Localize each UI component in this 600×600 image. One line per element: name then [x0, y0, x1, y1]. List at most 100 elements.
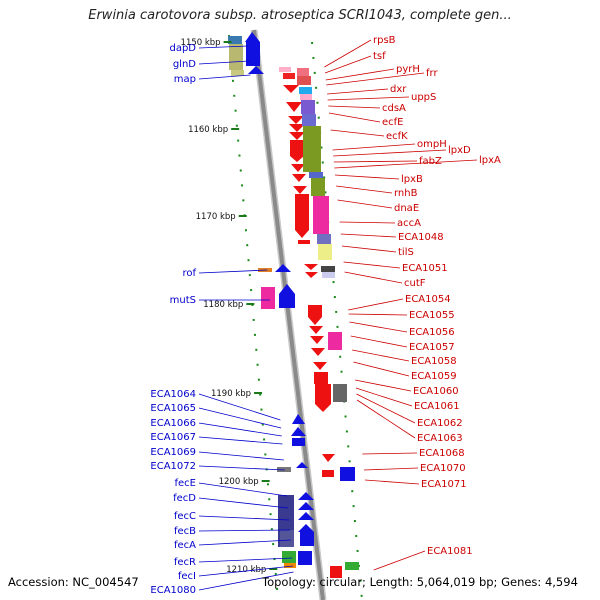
leader-line	[328, 112, 381, 123]
gene-label-fecB[interactable]: fecB	[174, 526, 196, 537]
gene-block-fecR	[282, 551, 296, 563]
gene-label-ECA1065[interactable]: ECA1065	[150, 403, 196, 414]
gene-block-ECA1056	[328, 332, 342, 350]
gene-label-fecI[interactable]: fecI	[178, 571, 196, 582]
gene-block-ECA1072	[277, 467, 291, 472]
gene-label-ECA1071[interactable]: ECA1071	[421, 479, 467, 490]
gene-label-ECA1056[interactable]: ECA1056	[409, 327, 455, 338]
gene-label-ECA1069[interactable]: ECA1069	[150, 447, 196, 458]
gene-label-fabZ[interactable]: fabZ	[419, 156, 442, 167]
gene-label-dxr[interactable]: dxr	[390, 84, 407, 95]
gene-label-dnaE[interactable]: dnaE	[394, 203, 419, 214]
gene-label-uppS[interactable]: uppS	[411, 92, 436, 103]
gene-label-map[interactable]: map	[174, 74, 196, 85]
tick-label: 1200 kbp	[219, 477, 259, 487]
gene-label-lpxD[interactable]: lpxD	[448, 145, 471, 156]
gene-label-rof[interactable]: rof	[182, 268, 196, 279]
gene-label-dapD[interactable]: dapD	[169, 43, 196, 54]
leader-line	[341, 245, 397, 253]
tick-label: 1170 kbp	[196, 212, 236, 222]
gene-label-tilS[interactable]: tilS	[398, 247, 414, 258]
gene-label-lpxB[interactable]: lpxB	[401, 174, 423, 185]
gene-label-ECA1061[interactable]: ECA1061	[414, 401, 460, 412]
leader-line	[352, 349, 410, 362]
gene-block-dxr	[299, 87, 312, 94]
gene-label-ECA1068[interactable]: ECA1068	[419, 448, 465, 459]
gene-label-ECA1067[interactable]: ECA1067	[150, 432, 196, 443]
leader-line	[198, 407, 282, 429]
gene-label-fecD[interactable]: fecD	[173, 493, 196, 504]
leader-line	[336, 185, 393, 194]
gene-label-ECA1058[interactable]: ECA1058	[411, 356, 457, 367]
gene-label-ecfK[interactable]: ecfK	[386, 131, 408, 142]
gene-block-ECA1060	[333, 384, 347, 402]
kbp-ticks: 1150 kbp 1160 kbp 1170 kbp 1180 kbp 1190 kbp…	[181, 38, 278, 575]
gene-label-mutS[interactable]: mutS	[170, 295, 196, 306]
leader-line	[198, 393, 281, 421]
gene-label-ECA1063[interactable]: ECA1063	[417, 433, 463, 444]
gene-label-fecE[interactable]: fecE	[175, 478, 197, 489]
gene-label-accA[interactable]: accA	[397, 218, 421, 229]
gene-label-fecR[interactable]: fecR	[174, 557, 196, 568]
leader-line	[343, 261, 401, 269]
leader-line	[349, 321, 408, 333]
gene-label-frr[interactable]: frr	[426, 68, 438, 79]
leader-line	[198, 74, 251, 80]
leader-line	[364, 479, 420, 485]
gene-label-fecC[interactable]: fecC	[174, 511, 196, 522]
gene-label-ECA1059[interactable]: ECA1059	[411, 371, 457, 382]
leader-line	[350, 335, 408, 348]
gene-label-fecA[interactable]: fecA	[174, 540, 196, 551]
leader-line	[328, 105, 381, 109]
gene-label-glnD[interactable]: glnD	[173, 59, 196, 70]
gene-label-lpxA[interactable]: lpxA	[479, 155, 501, 166]
leader-line	[334, 159, 478, 169]
leader-line	[198, 515, 290, 521]
gene-label-ECA1070[interactable]: ECA1070	[420, 463, 466, 474]
gene-label-cdsA[interactable]: cdsA	[382, 103, 406, 114]
gene-label-ECA1080[interactable]: ECA1080	[150, 585, 196, 596]
gene-arrow-forward	[245, 32, 260, 42]
leader-line	[326, 72, 425, 86]
gene-label-rnhB[interactable]: rnhB	[394, 188, 418, 199]
gene-label-ECA1081[interactable]: ECA1081	[427, 546, 473, 557]
leader-line	[324, 39, 372, 68]
gene-label-ECA1055[interactable]: ECA1055	[409, 310, 455, 321]
leader-line	[324, 55, 372, 74]
gene-label-ECA1051[interactable]: ECA1051	[402, 263, 448, 274]
leader-line	[356, 399, 416, 439]
leader-line	[198, 45, 248, 49]
gene-label-rpsB[interactable]: rpsB	[373, 35, 396, 46]
gene-block-glnD	[229, 44, 243, 70]
gene-label-pyrH[interactable]: pyrH	[396, 64, 420, 75]
gene-label-cutF[interactable]: cutF	[404, 278, 426, 289]
gene-label-ECA1057[interactable]: ECA1057	[409, 342, 455, 353]
gene-block-dnaE	[313, 196, 329, 234]
leader-line	[325, 68, 395, 81]
leader-line	[355, 387, 413, 407]
gene-label-ompH[interactable]: ompH	[417, 139, 447, 150]
leader-line	[339, 221, 396, 224]
reverse-strand-features	[279, 67, 359, 578]
gene-label-ECA1066[interactable]: ECA1066	[150, 418, 196, 429]
tick-label: 1160 kbp	[188, 125, 228, 135]
leader-line	[353, 361, 410, 377]
gene-block-ECA1081	[330, 566, 342, 578]
gene-arrow-mutS	[279, 284, 295, 294]
gene-label-ecfE[interactable]: ecfE	[382, 117, 404, 128]
gene-label-ECA1062[interactable]: ECA1062	[417, 418, 463, 429]
gene-label-ECA1072[interactable]: ECA1072	[150, 461, 196, 472]
gene-label-ECA1054[interactable]: ECA1054	[405, 294, 451, 305]
leader-line	[198, 60, 250, 65]
genome-backbone-core	[252, 29, 325, 600]
gene-label-ECA1048[interactable]: ECA1048	[398, 232, 444, 243]
leader-line	[373, 550, 426, 571]
tick-label: 1150 kbp	[181, 38, 221, 48]
gene-block-fecI	[284, 563, 296, 568]
gene-label-tsf[interactable]: tsf	[373, 51, 386, 62]
leader-line	[198, 565, 294, 577]
gene-label-ECA1064[interactable]: ECA1064	[150, 389, 196, 400]
gene-label-ECA1060[interactable]: ECA1060	[413, 386, 459, 397]
leader-line	[335, 174, 400, 180]
